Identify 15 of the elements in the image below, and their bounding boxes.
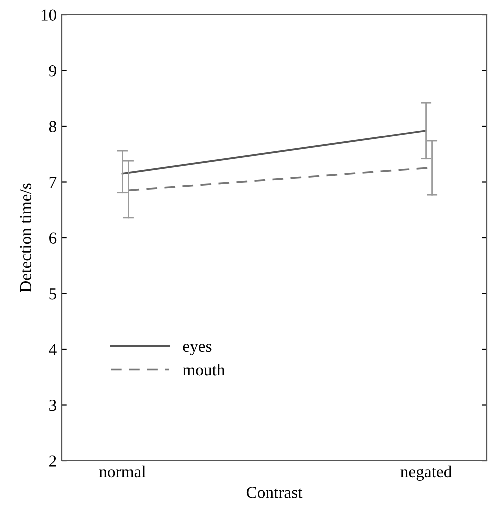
x-tick-label: normal xyxy=(99,466,146,478)
y-tick-label: 3 xyxy=(50,400,56,412)
y-tick-label: 6 xyxy=(50,232,57,244)
legend-label: mouth xyxy=(183,364,226,376)
y-tick-label: 8 xyxy=(49,121,57,132)
y-tick-label: 9 xyxy=(49,65,56,77)
y-tick-label: 4 xyxy=(49,344,57,356)
y-tick-label: 10 xyxy=(42,10,57,21)
legend-label: eyes xyxy=(183,344,212,356)
y-axis-title: Detection time/s xyxy=(20,184,32,292)
y-tick-label: 5 xyxy=(50,288,56,300)
x-tick-label: negated xyxy=(400,466,452,482)
x-axis-title: Contrast xyxy=(246,487,303,498)
y-tick-label: 2 xyxy=(50,456,56,467)
y-tick-label: 7 xyxy=(50,177,57,188)
